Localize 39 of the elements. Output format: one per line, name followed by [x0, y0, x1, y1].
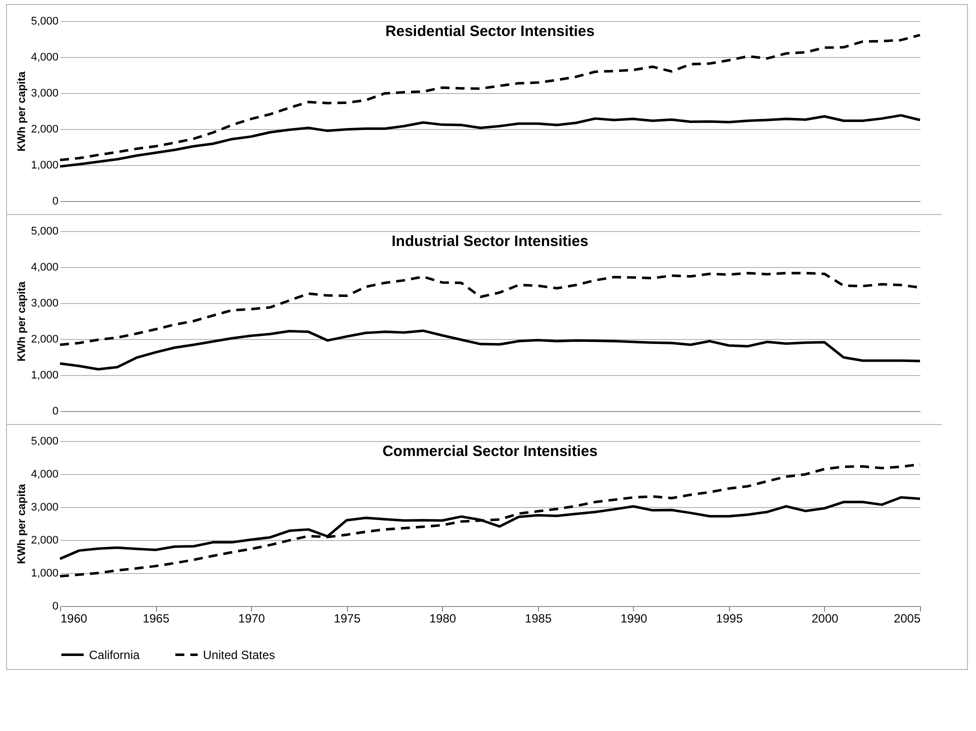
y-axis-title: KWh per capita	[16, 483, 28, 564]
y-tick-label: 1,000	[30, 568, 58, 580]
y-tick-label: 3,000	[30, 502, 58, 514]
y-tick-label: 0	[52, 406, 58, 418]
y-tick-label: 0	[52, 600, 58, 612]
y-axis-title: KWh per capita	[16, 280, 28, 362]
x-tick-label: 1985	[524, 612, 552, 626]
y-tick-label: 3,000	[30, 298, 58, 310]
y-tick-label: 5,000	[30, 436, 58, 448]
y-tick-label: 5,000	[30, 226, 58, 238]
y-tick-label: 0	[52, 196, 58, 208]
x-tick-label: 1965	[142, 612, 170, 626]
x-tick-label: 1960	[60, 612, 88, 626]
line-series	[58, 463, 922, 578]
legend-label: United States	[203, 648, 276, 662]
x-tick-label: 1990	[620, 612, 648, 626]
y-tick-label: 2,000	[30, 534, 58, 546]
y-tick-label: 4,000	[30, 52, 58, 64]
x-tick-label: 1980	[429, 612, 456, 626]
y-tick-label: 1,000	[30, 160, 58, 172]
y-tick-label: 4,000	[30, 468, 58, 480]
y-tick-label: 2,000	[30, 124, 58, 136]
chart-title: Industrial Sector Intensities	[392, 233, 588, 250]
y-tick-label: 1,000	[30, 370, 58, 382]
y-tick-label: 3,000	[30, 88, 58, 100]
y-axis-title: KWh per capita	[16, 70, 28, 152]
line-series	[58, 114, 922, 168]
chart-title: Commercial Sector Intensities	[382, 443, 598, 460]
x-tick-label: 1995	[716, 612, 744, 626]
x-tick-label: 1970	[238, 612, 266, 626]
x-tick-label: 1975	[334, 612, 361, 626]
chart-title: Residential Sector Intensities	[385, 23, 595, 40]
y-tick-label: 2,000	[30, 334, 58, 346]
legend-label: California	[89, 648, 140, 662]
x-tick-label: 2000	[812, 612, 839, 626]
y-tick-label: 4,000	[30, 262, 58, 274]
y-tick-label: 5,000	[30, 16, 58, 28]
x-tick-label: 2005	[894, 612, 921, 626]
line-series	[58, 329, 922, 370]
